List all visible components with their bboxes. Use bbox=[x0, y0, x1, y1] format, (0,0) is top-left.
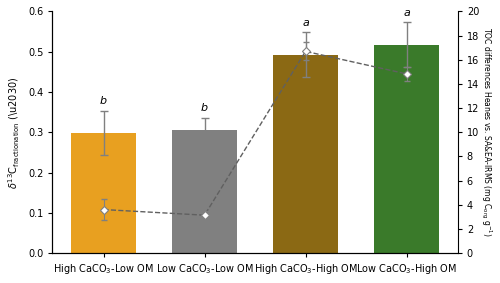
Text: a: a bbox=[302, 18, 309, 28]
Text: a: a bbox=[403, 8, 410, 18]
Y-axis label: TOC differences Heanes vs. SA&EA-IRMS (mg C$_{\mathrm{org}}$ g$^{-1}$): TOC differences Heanes vs. SA&EA-IRMS (m… bbox=[478, 27, 493, 237]
Text: b: b bbox=[201, 103, 208, 113]
Bar bbox=[172, 130, 237, 253]
Y-axis label: $\delta^{13}$C$_{\mathrm{fractionation}}$ (\u2030): $\delta^{13}$C$_{\mathrm{fractionation}}… bbox=[7, 76, 22, 188]
Text: b: b bbox=[100, 96, 107, 106]
Bar bbox=[374, 44, 440, 253]
Bar bbox=[70, 133, 136, 253]
Bar bbox=[272, 55, 338, 253]
